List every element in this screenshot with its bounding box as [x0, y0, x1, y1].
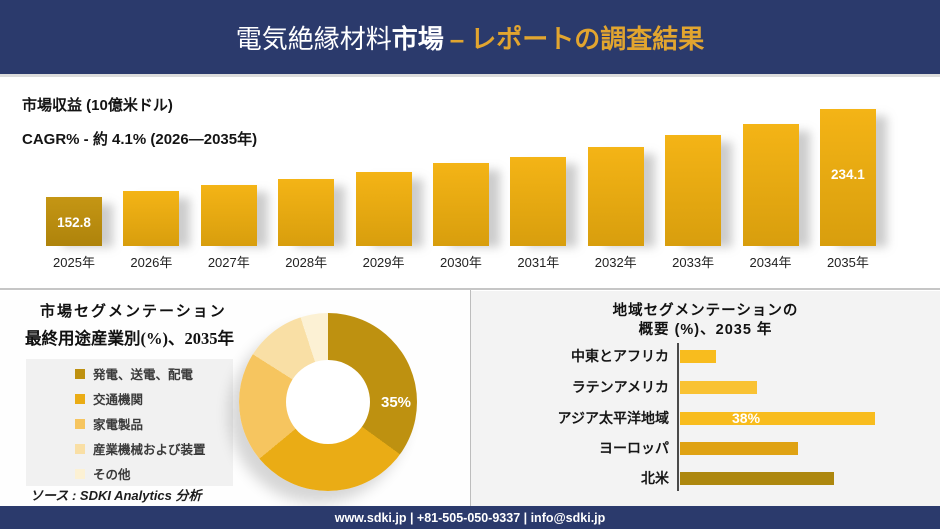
revenue-bar-2025年: 152.8	[46, 197, 102, 246]
revenue-bar-2035年: 234.1	[819, 109, 876, 246]
revenue-bar-2032年	[587, 147, 644, 246]
segmentation-subtitle: 最終用途産業別(%)、2035年	[25, 329, 234, 348]
bar-year-label: 2034年	[749, 255, 792, 270]
revenue-bar-column: 2031年	[510, 157, 567, 270]
revenue-bar-chart: 152.8 2025年 2026年 2027年 2028年 2029年 2030年 2031年…	[46, 109, 876, 270]
region-label-latin-america: ラテンアメリカ	[571, 378, 669, 395]
section-divider-vertical	[470, 290, 471, 506]
bar-year-label: 2033年	[672, 255, 715, 270]
revenue-bar-2031年	[510, 157, 567, 246]
legend-item-power-generation-transmission-distribution: 発電、送電、配電	[26, 361, 233, 386]
source-note: ソース : SDKI Analytics 分析	[30, 488, 202, 503]
revenue-bar-column: 152.8 2025年	[46, 197, 102, 270]
legend-item-transportation: 交通機関	[26, 386, 233, 411]
report-header: 電気絶縁材料市場 – レポートの調査結果	[0, 0, 940, 74]
end-use-donut-chart: 35%	[239, 313, 417, 491]
bar-year-label: 2030年	[439, 255, 482, 270]
page-title: 電気絶縁材料市場 – レポートの調査結果	[236, 19, 705, 56]
donut-hole	[286, 360, 370, 444]
region-bar-north-america	[680, 472, 834, 485]
title-market-word: 市場	[391, 23, 444, 54]
legend-item-industrial-machinery-equipment: 産業機械および装置	[26, 436, 233, 461]
segmentation-title: 市場セグメンテーション	[40, 303, 227, 320]
title-separator: –	[449, 23, 465, 54]
region-row-north-america: 北米	[471, 470, 940, 487]
title-market-name: 電気絶縁材料	[235, 23, 392, 54]
revenue-bar-column: 2032年	[587, 147, 644, 270]
region-bar-europe	[680, 441, 798, 455]
segmentation-legend: 発電、送電、配電 交通機関家電製品産業機械および装置 その他	[26, 359, 233, 486]
revenue-bar-2027年	[200, 185, 257, 246]
revenue-bar-column: 2028年	[278, 179, 335, 270]
revenue-bar-2028年	[278, 179, 335, 246]
regional-title-line2: 概要 (%)、2035 年	[638, 322, 773, 338]
legend-label: 発電、送電、配電	[93, 368, 194, 382]
legend-swatch-industrial-machinery-equipment	[75, 443, 85, 454]
region-label-middle-east-africa: 中東とアフリカ	[571, 348, 669, 364]
footer-contact-text: www.sdki.jp | +81-505-050-9337 | info@sd…	[334, 510, 606, 525]
regional-title-line1: 地域セグメンテーションの	[612, 303, 799, 319]
legend-label: その他	[93, 468, 131, 482]
region-row-asia-pacific: アジア太平洋地域 38%	[471, 410, 940, 427]
segmentation-panel: 市場セグメンテーション 最終用途産業別(%)、2035年 発電、送電、配電 交通機…	[0, 291, 470, 506]
legend-swatch-others	[75, 468, 85, 479]
legend-swatch-transportation	[75, 393, 85, 404]
revenue-bar-2029年	[355, 172, 412, 246]
revenue-chart-cagr: CAGR% - 約 4.1% (2026―2035年)	[22, 131, 258, 148]
region-row-latin-america: ラテンアメリカ	[471, 379, 940, 396]
bar-year-label: 2035年	[826, 255, 869, 270]
legend-item-others: その他	[26, 461, 233, 486]
revenue-bar-2034年	[742, 124, 799, 246]
bar-year-label: 2028年	[285, 255, 328, 270]
revenue-bar-2026年	[123, 191, 180, 246]
revenue-bar-2030年	[432, 163, 489, 246]
legend-label: 家電製品	[93, 418, 144, 432]
legend-label: 交通機関	[93, 393, 144, 407]
revenue-chart-title: 市場収益 (10億米ドル)	[22, 97, 173, 114]
region-value-label: 38%	[732, 409, 761, 426]
legend-item-home-appliances: 家電製品	[26, 411, 233, 436]
revenue-bar-column: 234.1 2035年	[819, 109, 876, 270]
region-label-asia-pacific: アジア太平洋地域	[557, 409, 669, 426]
revenue-bar-column: 2033年	[665, 135, 722, 270]
revenue-bar-column: 2034年	[742, 124, 799, 270]
legend-swatch-power-generation-transmission-distribution	[75, 368, 85, 379]
region-label-north-america: 北米	[641, 470, 669, 486]
revenue-bar-column: 2030年	[432, 163, 489, 270]
regional-panel: 地域セグメンテーションの 概要 (%)、2035 年 中東とアフリカ ラテンアメリ…	[471, 291, 940, 506]
regional-axis-line	[677, 343, 679, 491]
header-divider	[0, 74, 940, 77]
region-bar-middle-east-africa	[680, 350, 716, 363]
revenue-bar-column: 2026年	[123, 191, 180, 270]
donut-value-label: 35%	[381, 394, 412, 411]
region-row-middle-east-africa: 中東とアフリカ	[471, 348, 940, 365]
revenue-bar-2033年	[665, 135, 722, 246]
revenue-bar-column: 2029年	[355, 172, 412, 270]
region-bar-latin-america	[680, 380, 757, 394]
region-row-europe: ヨーロッパ	[471, 440, 940, 457]
bar-year-label: 2032年	[594, 255, 637, 270]
legend-swatch-home-appliances	[75, 418, 85, 429]
region-bar-asia-pacific: 38%	[680, 409, 875, 426]
bar-value-label: 234.1	[831, 166, 865, 182]
title-report-result: レポートの調査結果	[470, 23, 705, 54]
bar-year-label: 2025年	[53, 255, 95, 270]
revenue-bar-column: 2027年	[200, 185, 257, 270]
legend-label: 産業機械および装置	[93, 443, 206, 457]
region-label-europe: ヨーロッパ	[599, 439, 669, 456]
bar-value-label: 152.8	[57, 214, 91, 230]
bar-year-label: 2026年	[130, 255, 173, 270]
section-divider-horizontal	[0, 288, 940, 290]
page-footer: www.sdki.jp | +81-505-050-9337 | info@sd…	[0, 506, 940, 529]
bar-year-label: 2029年	[362, 255, 405, 270]
bar-year-label: 2027年	[207, 255, 250, 270]
bar-year-label: 2031年	[517, 255, 560, 270]
